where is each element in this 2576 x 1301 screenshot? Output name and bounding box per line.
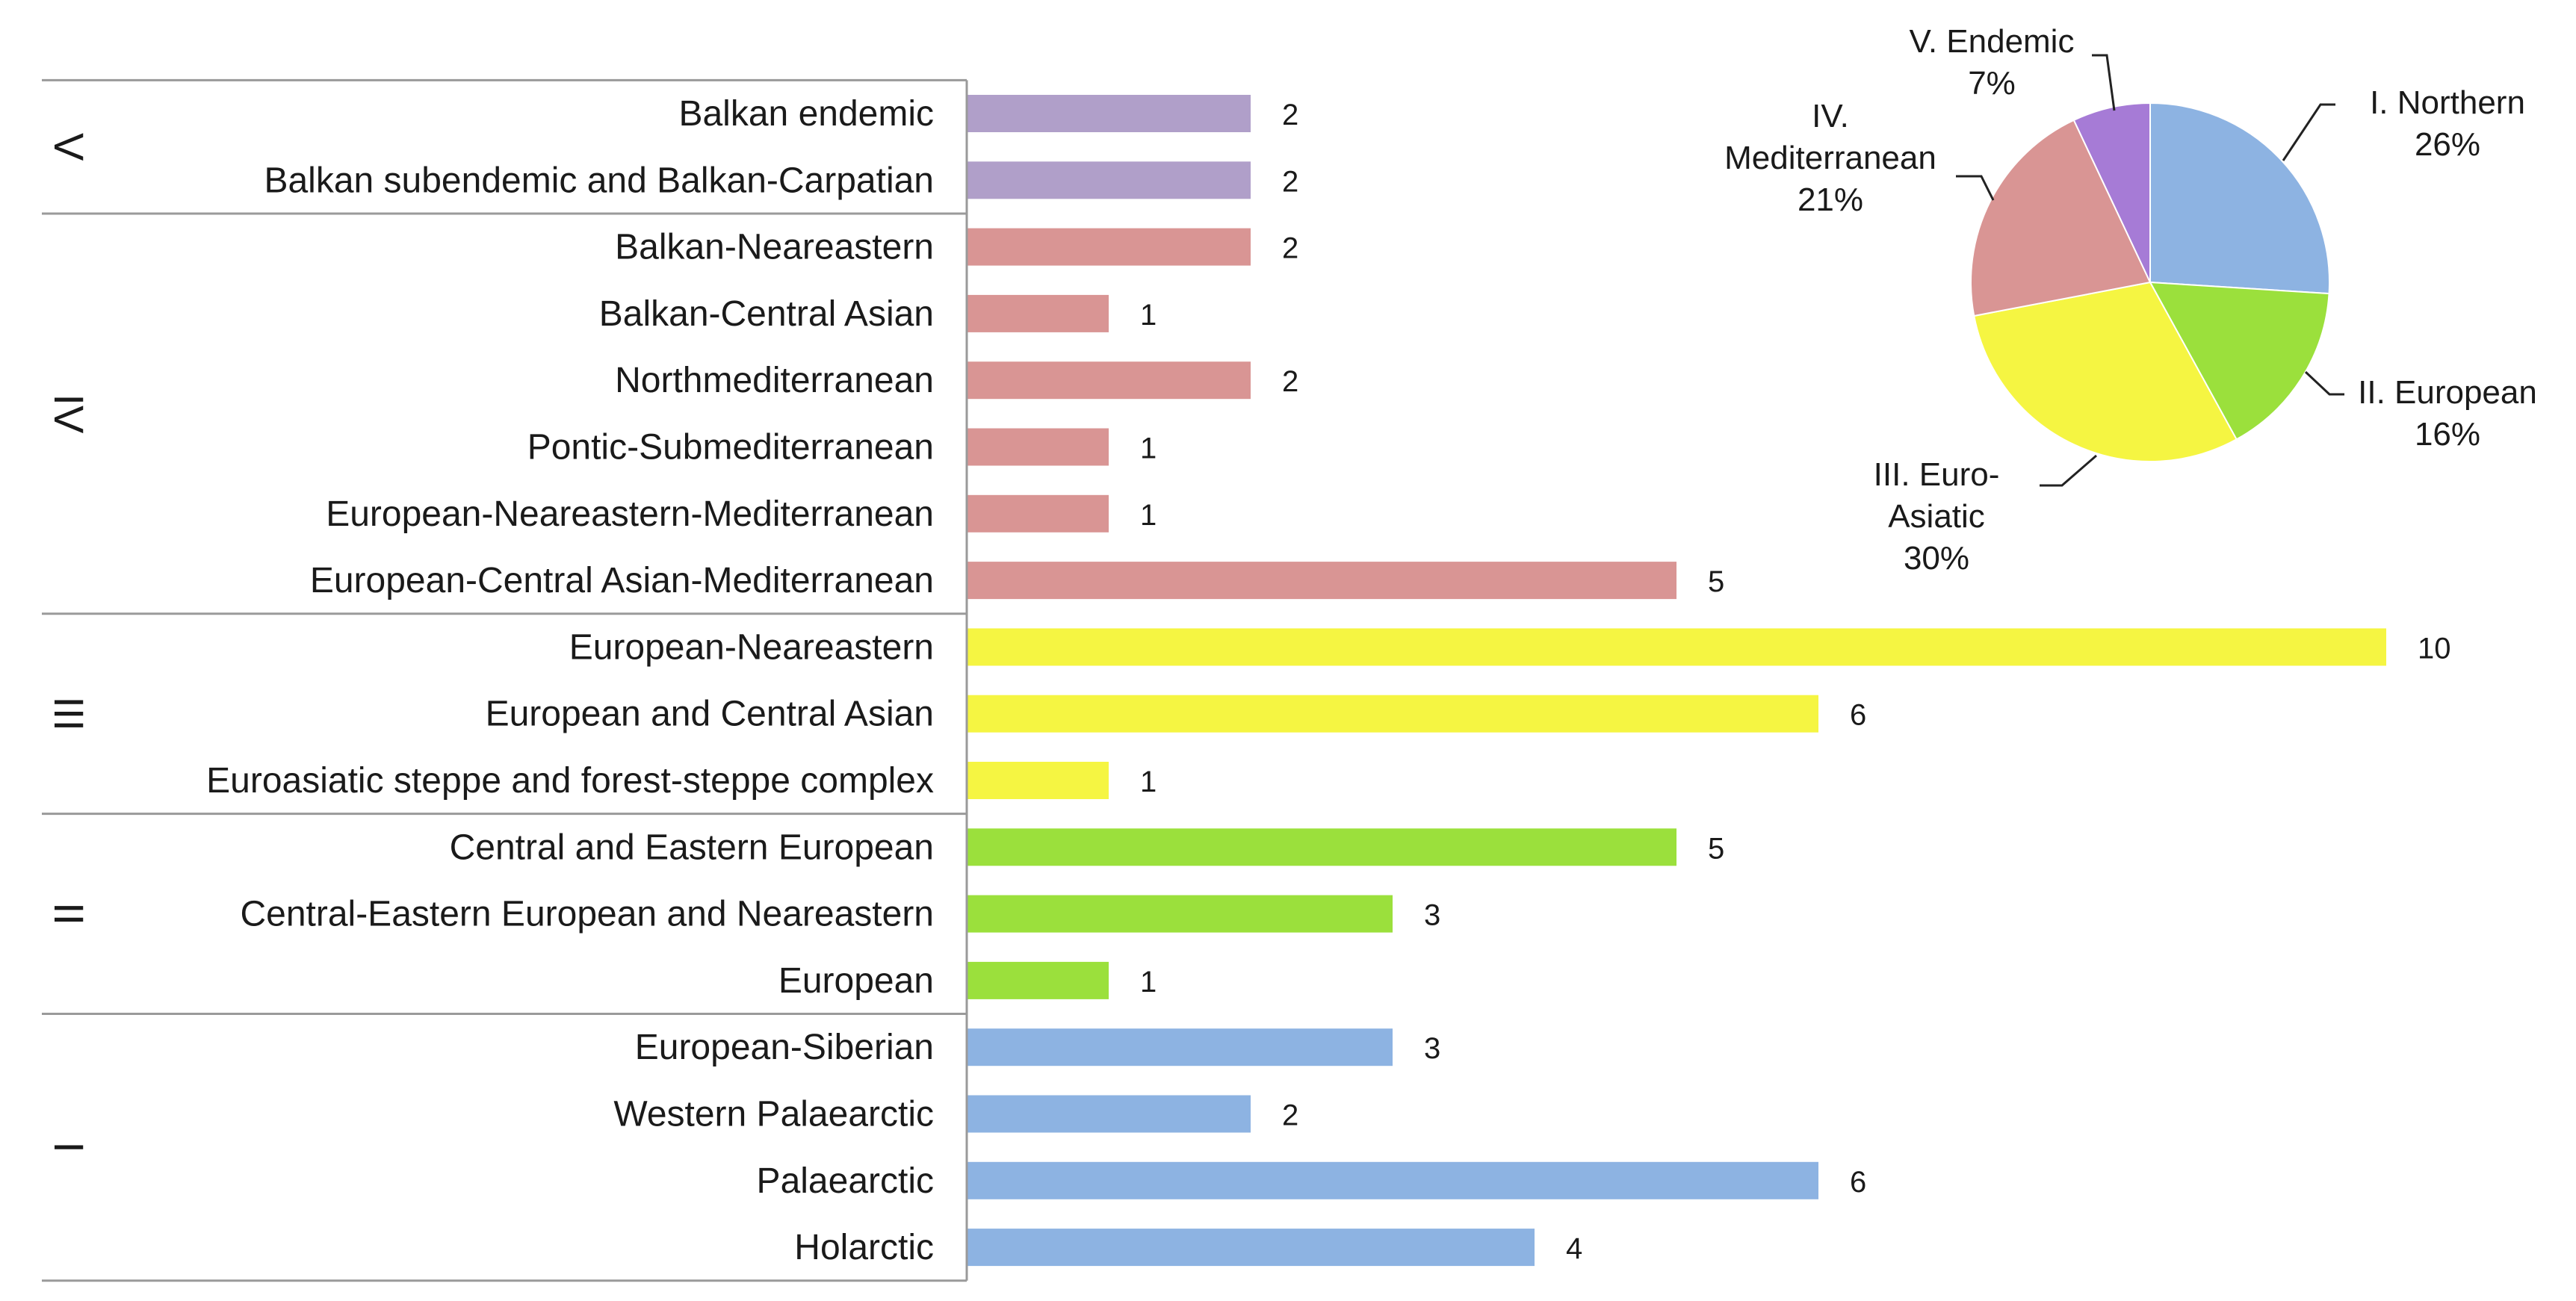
pie-chart: I. Northern 26% II. European 16% III. Euro- A… (1724, 23, 2537, 577)
pie-label-name-3-0: IV. (1812, 98, 1849, 134)
category-label-3-0: Central and Eastern European (450, 828, 934, 867)
category-label-3-1: Central-Eastern European and Neareastern (240, 895, 934, 934)
value-label-4-3: 4 (1566, 1232, 1582, 1265)
bar-1-5 (967, 562, 1676, 600)
bar-4-1 (967, 1095, 1251, 1133)
category-label-2-2: Euroasiatic steppe and forest-steppe com… (206, 761, 934, 801)
group-label-1: IV (46, 394, 93, 434)
group-label-2: III (46, 696, 93, 731)
bar-4-0 (967, 1028, 1393, 1066)
bar-1-1 (967, 294, 1109, 332)
value-label-2-1: 6 (1850, 699, 1866, 732)
pie-slice-4 (2072, 102, 2151, 283)
pie-label-name-4-0: V. Endemic (1910, 23, 2075, 60)
category-label-4-0: European-Siberian (635, 1028, 934, 1067)
value-label-2-2: 1 (1140, 766, 1157, 798)
pie-label-name-1-0: II. European (2358, 374, 2537, 411)
bar-2-0 (967, 628, 2386, 666)
value-label-0-1: 2 (1282, 165, 1298, 198)
group-label-0: V (46, 133, 93, 161)
bar-4-3 (967, 1229, 1535, 1267)
pie-label-name-0-0: I. Northern (2370, 84, 2525, 121)
value-label-1-2: 2 (1282, 365, 1298, 398)
bar-2-2 (967, 762, 1109, 799)
pie-label-percent-2: 30% (1904, 540, 1969, 577)
bar-1-4 (967, 494, 1109, 532)
pie-slice-0 (2149, 102, 2330, 295)
bar-0-1 (967, 161, 1251, 199)
leader-line-1 (2304, 370, 2344, 396)
value-label-1-0: 2 (1282, 232, 1298, 265)
value-label-3-1: 3 (1424, 899, 1440, 932)
category-label-4-2: Palaearctic (757, 1161, 934, 1201)
group-label-3: II (46, 902, 93, 925)
value-label-1-1: 1 (1140, 299, 1157, 332)
category-label-1-1: Balkan-Central Asian (599, 294, 934, 334)
category-label-2-1: European and Central Asian (486, 695, 934, 734)
category-label-1-3: Pontic-Submediterranean (527, 428, 934, 468)
category-label-1-5: European-Central Asian-Mediterranean (310, 561, 934, 600)
pie-label-percent-0: 26% (2415, 126, 2480, 163)
category-label-2-0: European-Neareastern (569, 627, 934, 667)
bar-3-2 (967, 961, 1109, 999)
category-label-4-1: Western Palaearctic (613, 1095, 934, 1134)
pie-label-percent-1: 16% (2415, 416, 2480, 453)
bar-chart: Balkan endemic 2 Balkan subendemic and Bal… (42, 78, 2451, 1282)
bar-4-2 (967, 1161, 1818, 1199)
category-label-3-2: European (778, 961, 934, 1001)
value-label-4-0: 3 (1424, 1032, 1440, 1065)
category-label-1-0: Balkan-Neareastern (615, 228, 934, 267)
bar-3-1 (967, 895, 1393, 933)
value-label-4-2: 6 (1850, 1166, 1866, 1199)
value-label-2-0: 10 (2418, 632, 2451, 665)
pie-label-name-2-0: III. Euro- (1874, 456, 2000, 493)
value-label-3-2: 1 (1140, 966, 1157, 999)
bar-1-2 (967, 361, 1251, 400)
category-label-0-1: Balkan subendemic and Balkan-Carpatian (264, 161, 934, 200)
leader-line-3 (1956, 175, 1995, 201)
value-label-1-4: 1 (1140, 499, 1157, 532)
pie-slice-3 (1970, 119, 2152, 317)
bar-3-0 (967, 828, 1676, 866)
value-label-3-0: 5 (1708, 832, 1724, 865)
bar-1-3 (967, 428, 1109, 466)
category-label-1-4: European-Neareastern-Mediterranean (326, 494, 934, 534)
pie-label-name-3-1: Mediterranean (1724, 140, 1936, 176)
pie-slice-1 (2149, 281, 2330, 441)
category-label-4-3: Holarctic (794, 1228, 934, 1267)
leader-line-0 (2282, 103, 2335, 161)
leader-line-2 (2040, 454, 2097, 487)
pie-label-name-2-1: Asiatic (1888, 498, 1985, 535)
value-label-0-0: 2 (1282, 99, 1298, 131)
value-label-1-5: 5 (1708, 565, 1724, 598)
group-label-4: I (46, 1141, 93, 1153)
category-label-0-0: Balkan endemic (678, 94, 934, 134)
bar-2-1 (967, 695, 1818, 733)
pie-label-percent-4: 7% (1968, 65, 2016, 102)
pie-label-percent-3: 21% (1798, 181, 1863, 218)
bar-0-0 (967, 95, 1251, 132)
pie-slice-2 (1973, 281, 2238, 462)
bar-1-0 (967, 228, 1251, 266)
value-label-1-3: 1 (1140, 432, 1157, 465)
category-label-1-2: Northmediterranean (615, 361, 934, 400)
leader-line-4 (2092, 54, 2116, 111)
value-label-4-1: 2 (1282, 1099, 1298, 1132)
